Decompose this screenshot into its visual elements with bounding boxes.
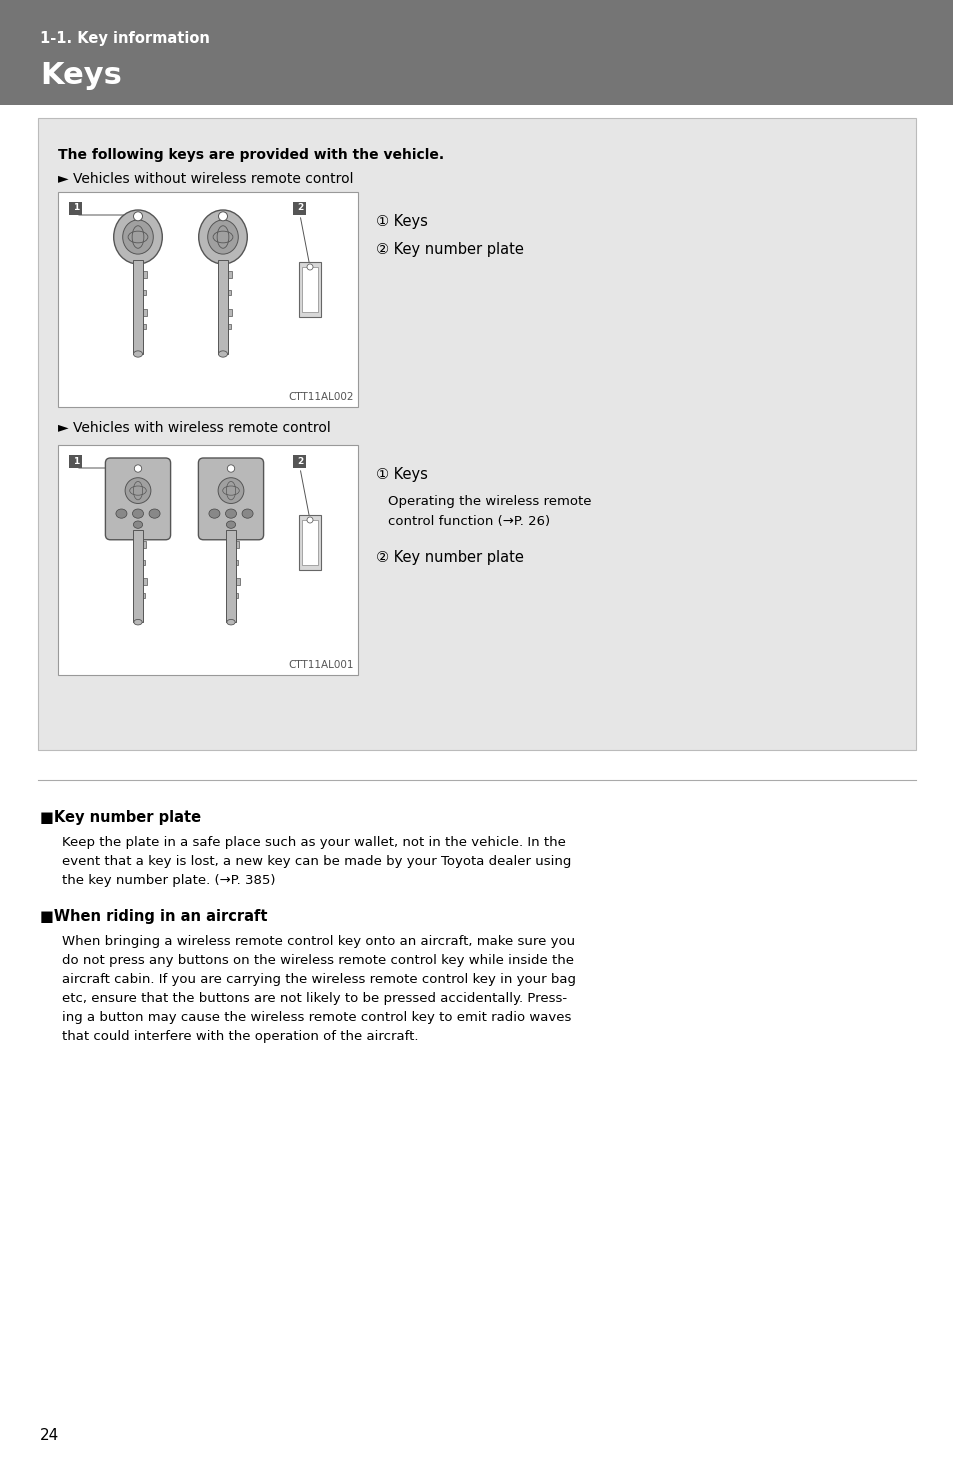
Bar <box>58 192 357 407</box>
Bar <box>235 559 238 565</box>
Text: 2: 2 <box>296 204 303 212</box>
FancyBboxPatch shape <box>70 202 82 214</box>
Bar <box>228 308 233 316</box>
Text: do not press any buttons on the wireless remote control key while inside the: do not press any buttons on the wireless… <box>62 954 574 968</box>
Text: When bringing a wireless remote control key onto an aircraft, make sure you: When bringing a wireless remote control … <box>62 935 575 948</box>
Ellipse shape <box>133 521 142 528</box>
Text: Keys: Keys <box>40 60 122 90</box>
Text: The following keys are provided with the vehicle.: The following keys are provided with the… <box>58 148 444 162</box>
Ellipse shape <box>113 209 162 264</box>
Ellipse shape <box>242 509 253 518</box>
Bar <box>142 593 145 597</box>
Ellipse shape <box>209 509 220 518</box>
Ellipse shape <box>133 351 142 357</box>
Ellipse shape <box>227 465 234 472</box>
Text: 1: 1 <box>72 204 79 212</box>
Ellipse shape <box>218 212 227 221</box>
Text: 24: 24 <box>40 1428 59 1443</box>
Text: the key number plate. (→P. 385): the key number plate. (→P. 385) <box>62 875 275 886</box>
FancyBboxPatch shape <box>294 202 306 214</box>
Bar <box>0 0 953 105</box>
Bar <box>58 445 357 676</box>
Ellipse shape <box>198 209 247 264</box>
Bar <box>143 271 147 277</box>
Ellipse shape <box>134 465 142 472</box>
Ellipse shape <box>226 521 235 528</box>
Bar <box>228 323 231 329</box>
Text: that could interfere with the operation of the aircraft.: that could interfere with the operation … <box>62 1030 418 1043</box>
Ellipse shape <box>218 478 244 503</box>
Text: ② Key number plate: ② Key number plate <box>375 242 523 257</box>
Text: CTT11AL001: CTT11AL001 <box>288 659 354 670</box>
Bar <box>298 263 320 317</box>
Bar <box>228 271 232 277</box>
Bar <box>142 541 146 547</box>
FancyBboxPatch shape <box>198 459 263 540</box>
Bar <box>218 260 228 354</box>
Bar <box>143 323 146 329</box>
Bar <box>302 267 317 313</box>
Text: ② Key number plate: ② Key number plate <box>375 550 523 565</box>
Ellipse shape <box>133 212 142 221</box>
Text: CTT11AL002: CTT11AL002 <box>288 392 354 403</box>
Bar <box>38 118 915 749</box>
Text: 2: 2 <box>296 456 303 466</box>
Ellipse shape <box>307 518 313 524</box>
Text: 1-1. Key information: 1-1. Key information <box>40 31 210 46</box>
Bar <box>235 593 238 597</box>
Bar <box>298 515 320 569</box>
Ellipse shape <box>125 478 151 503</box>
Text: etc, ensure that the buttons are not likely to be pressed accidentally. Press-: etc, ensure that the buttons are not lik… <box>62 993 566 1004</box>
Bar <box>133 530 142 622</box>
Bar <box>235 578 239 586</box>
Bar <box>132 260 143 354</box>
Ellipse shape <box>208 220 238 254</box>
Text: Operating the wireless remote: Operating the wireless remote <box>388 496 591 507</box>
Ellipse shape <box>132 509 143 518</box>
Text: event that a key is lost, a new key can be made by your Toyota dealer using: event that a key is lost, a new key can … <box>62 855 571 867</box>
FancyBboxPatch shape <box>105 459 171 540</box>
FancyBboxPatch shape <box>70 454 82 468</box>
Bar <box>143 289 146 295</box>
Ellipse shape <box>227 620 234 625</box>
Text: ► Vehicles without wireless remote control: ► Vehicles without wireless remote contr… <box>58 173 354 186</box>
Ellipse shape <box>116 509 127 518</box>
Text: ■Key number plate: ■Key number plate <box>40 810 201 825</box>
Bar <box>302 521 317 565</box>
Bar <box>228 289 231 295</box>
Text: Keep the plate in a safe place such as your wallet, not in the vehicle. In the: Keep the plate in a safe place such as y… <box>62 836 565 850</box>
Ellipse shape <box>123 220 153 254</box>
Ellipse shape <box>218 351 227 357</box>
Ellipse shape <box>133 620 142 625</box>
FancyBboxPatch shape <box>294 454 306 468</box>
Text: ① Keys: ① Keys <box>375 468 428 482</box>
Text: ing a button may cause the wireless remote control key to emit radio waves: ing a button may cause the wireless remo… <box>62 1010 571 1024</box>
Bar <box>142 578 147 586</box>
Bar <box>235 541 239 547</box>
Ellipse shape <box>149 509 160 518</box>
Text: aircraft cabin. If you are carrying the wireless remote control key in your bag: aircraft cabin. If you are carrying the … <box>62 974 576 985</box>
Text: ► Vehicles with wireless remote control: ► Vehicles with wireless remote control <box>58 420 331 435</box>
Bar <box>142 559 145 565</box>
Text: ① Keys: ① Keys <box>375 214 428 229</box>
Ellipse shape <box>225 509 236 518</box>
Ellipse shape <box>307 264 313 270</box>
Text: ■When riding in an aircraft: ■When riding in an aircraft <box>40 909 267 923</box>
Bar <box>143 308 148 316</box>
Bar <box>226 530 235 622</box>
Text: control function (→P. 26): control function (→P. 26) <box>388 515 550 528</box>
Text: 1: 1 <box>72 456 79 466</box>
